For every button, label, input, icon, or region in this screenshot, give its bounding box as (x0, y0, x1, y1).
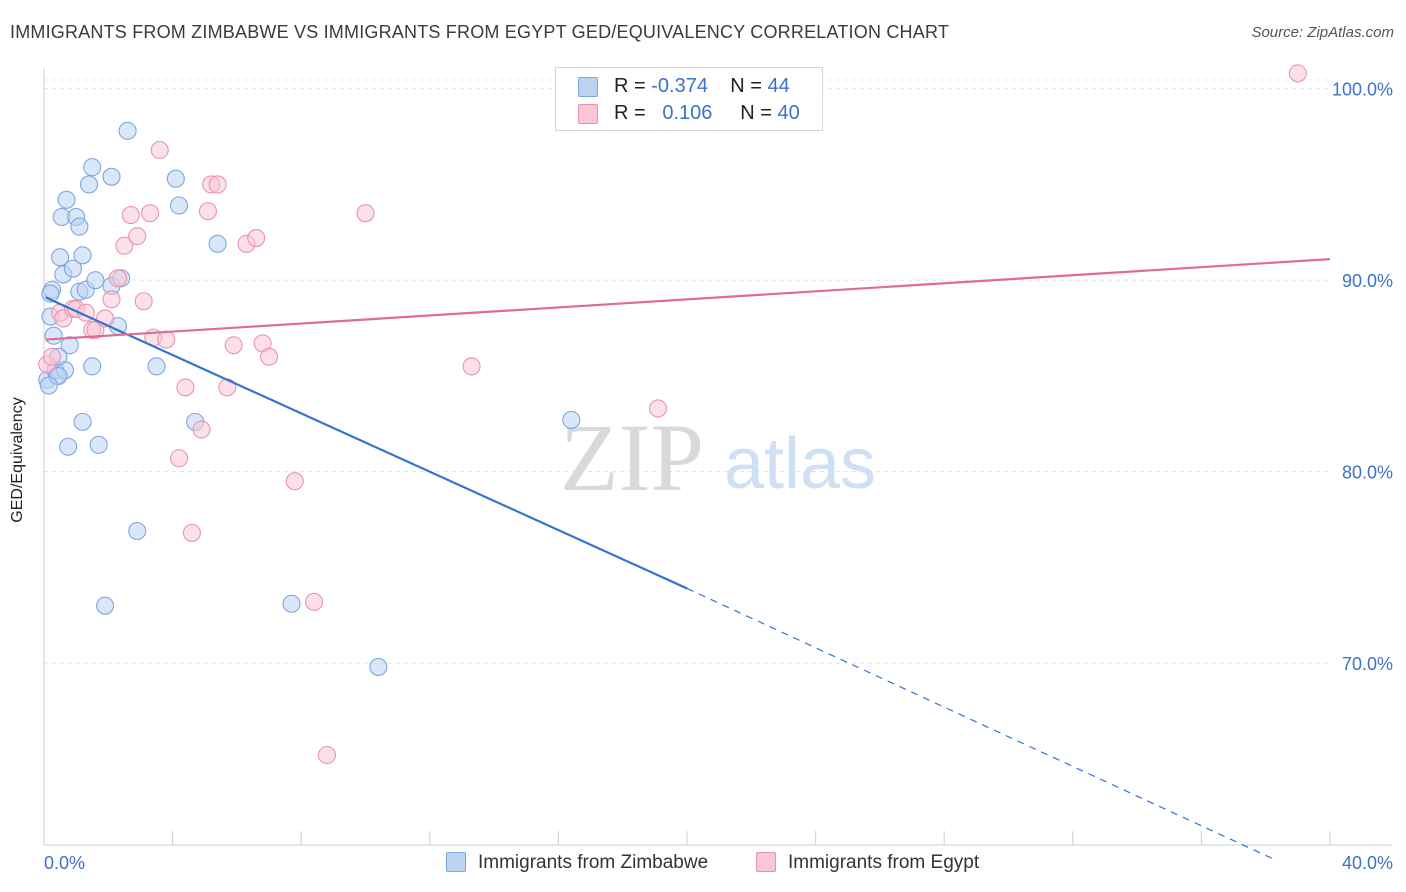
zimbabwe-point (208, 234, 227, 253)
y-tick-label: 70.0% (1342, 654, 1393, 674)
zimbabwe-point (70, 217, 89, 236)
egypt-point (115, 236, 134, 255)
zimbabwe-point (63, 259, 82, 278)
watermark: ZIP atlas (560, 404, 876, 511)
egypt-point (128, 227, 147, 246)
zimbabwe-point (79, 175, 99, 194)
watermark-zip: ZIP (560, 404, 704, 511)
egypt-point (224, 336, 243, 355)
zimbabwe-point (73, 412, 92, 431)
egypt-point (157, 330, 176, 349)
egypt-point (102, 290, 121, 309)
egypt-point (317, 745, 336, 765)
x-tick-label-min: 0.0% (44, 853, 85, 873)
egypt-point (649, 399, 668, 418)
zimbabwe-point (96, 596, 115, 615)
zimbabwe-point (60, 336, 79, 355)
legend-label-zimbabwe: Immigrants from Zimbabwe (478, 852, 709, 873)
zimbabwe-point (147, 357, 166, 376)
data-points (38, 64, 1307, 765)
egypt-point (176, 378, 195, 397)
n-label: N = (740, 102, 772, 124)
zimbabwe-point (83, 158, 102, 177)
egypt-point (150, 140, 169, 160)
zimbabwe-point (102, 167, 121, 186)
zimbabwe-point (51, 248, 70, 267)
chart-title: IMMIGRANTS FROM ZIMBABWE VS IMMIGRANTS F… (10, 22, 950, 42)
egypt-point (182, 523, 201, 542)
zimbabwe-point (128, 521, 147, 541)
egypt-point (462, 357, 481, 376)
zimbabwe-point (83, 357, 102, 376)
zimbabwe-point (39, 376, 58, 395)
egypt-point (134, 292, 153, 311)
legend-item-egypt: Immigrants from Egypt (756, 852, 979, 876)
stats-text: R = -0.374 N = 44 (614, 75, 790, 98)
zimbabwe-point (369, 657, 388, 676)
y-tick-label: 80.0% (1342, 463, 1393, 483)
egypt-point (1288, 64, 1307, 83)
zimbabwe-point (166, 169, 185, 188)
egypt-point (141, 204, 160, 223)
tick-labels: 70.0% 80.0% 90.0% 100.0% 0.0% 40.0% (44, 80, 1393, 873)
zimbabwe-point (89, 435, 108, 454)
axes (43, 68, 1392, 846)
legend-swatch-zimbabwe (446, 852, 466, 872)
legend-label-egypt: Immigrants from Egypt (788, 852, 980, 873)
zimbabwe-point (118, 121, 137, 140)
stats-text: R = 0.106 N = 40 (614, 102, 800, 125)
egypt-point (208, 175, 227, 194)
zimbabwe-point (86, 271, 105, 290)
r-label: R = (614, 75, 646, 97)
zimbabwe-point (562, 410, 581, 430)
zimbabwe-point (282, 594, 301, 613)
zimbabwe-point (59, 437, 78, 456)
legend-swatch-egypt (578, 104, 598, 124)
y-tick-label: 100.0% (1332, 80, 1393, 100)
y-axis-label: GED/Equivalency (9, 397, 26, 523)
r-value: -0.374 (651, 75, 708, 97)
grid-lines (44, 79, 1330, 664)
egypt-point (121, 206, 140, 225)
r-value: 0.106 (662, 102, 713, 124)
zimbabwe-point (73, 246, 92, 265)
zimbabwe-point (44, 326, 63, 345)
zimbabwe-point (57, 190, 76, 209)
n-value: 40 (777, 102, 800, 124)
egypt-point (285, 472, 304, 491)
stats-legend: R = -0.374 N = 44 R = 0.106 N = 40 (555, 67, 823, 131)
legend-swatch-egypt (756, 852, 776, 872)
source-label: Source: ZipAtlas.com (1251, 24, 1394, 41)
egypt-point (247, 229, 266, 248)
n-label: N = (730, 75, 762, 97)
watermark-atlas: atlas (724, 424, 876, 504)
r-label: R = (614, 102, 646, 124)
y-tick-label: 90.0% (1342, 271, 1393, 291)
egypt-point (198, 202, 218, 221)
legend-item-zimbabwe: Immigrants from Zimbabwe (446, 852, 708, 876)
egypt-point (108, 269, 127, 288)
zimbabwe-point (169, 196, 189, 215)
egypt-point (305, 592, 324, 611)
zimbabwe-trend-extension (686, 587, 1273, 859)
legend-swatch-zimbabwe (578, 77, 598, 97)
egypt-point (169, 449, 189, 468)
egypt-trend-line (45, 258, 1331, 341)
n-value: 44 (767, 75, 790, 97)
egypt-point (356, 204, 375, 223)
egypt-point (42, 347, 62, 366)
egypt-point (192, 420, 211, 439)
x-tick-label-max: 40.0% (1342, 853, 1393, 873)
zimbabwe-trend-line (45, 296, 688, 590)
trend-lines (45, 258, 1331, 859)
egypt-point (259, 347, 279, 366)
